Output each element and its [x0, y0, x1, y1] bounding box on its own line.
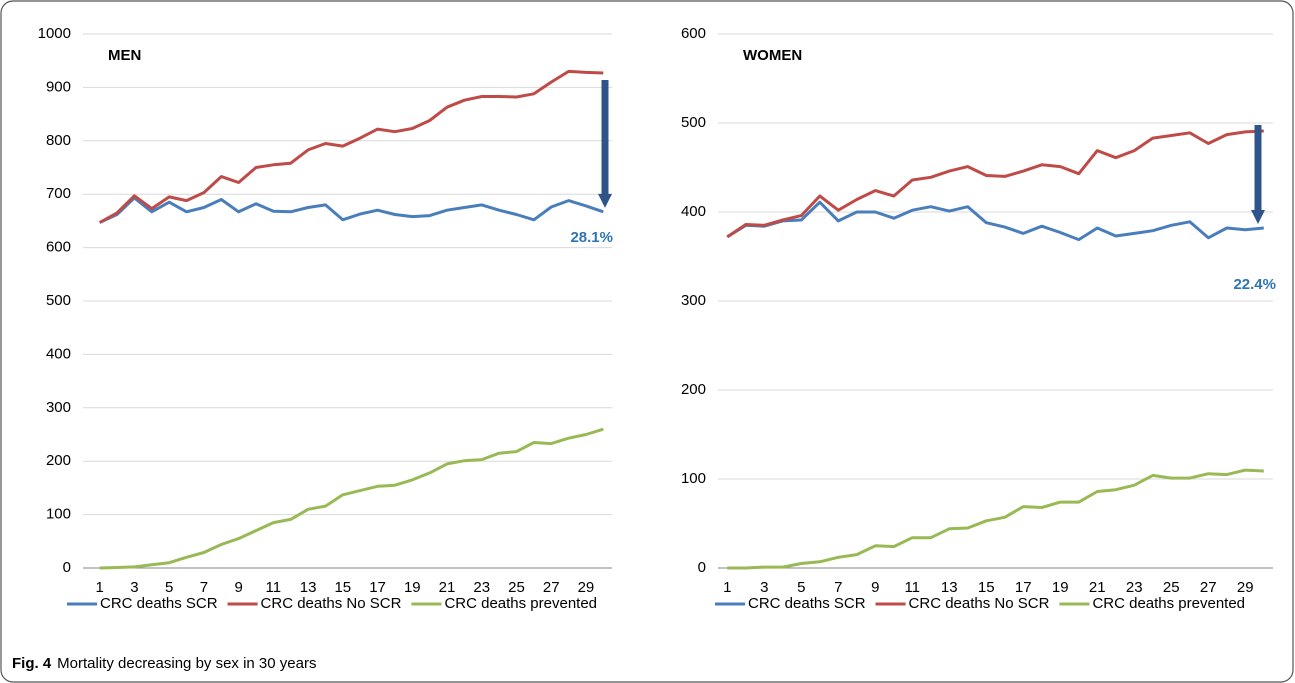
y-tick-label: 200 [681, 381, 706, 398]
legend-item: CRC deaths No SCR [227, 595, 402, 612]
x-tick-label: 25 [1163, 579, 1180, 596]
series-line [726, 200, 1264, 242]
x-tick-label: 17 [369, 579, 386, 596]
legend: CRC deaths SCR CRC deaths No SCR CRC death… [67, 595, 597, 612]
chart-title: MEN [108, 47, 141, 64]
legend-item: CRC deaths prevented [411, 595, 597, 612]
series-line [99, 427, 604, 570]
legend-label: CRC deaths SCR [100, 595, 218, 612]
y-tick-label: 300 [681, 292, 706, 309]
x-tick-label: 25 [508, 579, 525, 596]
x-tick-label: 5 [165, 579, 173, 596]
y-tick-label: 900 [46, 78, 71, 95]
legend-item: CRC deaths prevented [1059, 595, 1245, 612]
legend-label: CRC deaths SCR [748, 595, 866, 612]
x-tick-label: 19 [1052, 579, 1069, 596]
y-tick-label: 100 [46, 506, 71, 523]
x-tick-label: 19 [404, 579, 421, 596]
legend: CRC deaths SCR CRC deaths No SCR CRC death… [715, 595, 1245, 612]
x-tick-label: 7 [200, 579, 208, 596]
y-tick-label: 500 [681, 114, 706, 131]
y-tick-label: 1000 [38, 25, 71, 42]
x-tick-label: 13 [941, 579, 958, 596]
legend-label: CRC deaths prevented [1092, 595, 1245, 612]
legend-item: CRC deaths No SCR [875, 595, 1050, 612]
x-tick-label: 27 [543, 579, 560, 596]
legend-item: CRC deaths SCR [67, 595, 218, 612]
x-tick-label: 23 [1126, 579, 1143, 596]
series-line [99, 196, 604, 224]
legend-label: CRC deaths No SCR [909, 595, 1050, 612]
x-tick-label: 27 [1200, 579, 1217, 596]
y-tick-label: 500 [46, 292, 71, 309]
x-tick-label: 17 [1015, 579, 1032, 596]
x-tick-label: 1 [723, 579, 731, 596]
y-tick-label: 200 [46, 452, 71, 469]
x-tick-label: 15 [978, 579, 995, 596]
y-tick-label: 700 [46, 185, 71, 202]
legend-label: CRC deaths prevented [444, 595, 597, 612]
x-tick-label: 29 [578, 579, 595, 596]
y-tick-label: 800 [46, 132, 71, 149]
x-tick-label: 21 [439, 579, 456, 596]
x-tick-label: 7 [834, 579, 842, 596]
chart-title: WOMEN [743, 47, 802, 64]
x-tick-label: 9 [871, 579, 879, 596]
x-tick-label: 11 [904, 579, 920, 596]
y-tick-label: 400 [46, 345, 71, 362]
y-tick-label: 300 [46, 399, 71, 416]
legend-item: CRC deaths SCR [715, 595, 866, 612]
x-tick-label: 1 [96, 579, 104, 596]
arrow-head [1251, 210, 1265, 225]
x-tick-label: 9 [234, 579, 242, 596]
x-tick-label: 5 [797, 579, 805, 596]
x-tick-label: 13 [300, 579, 317, 596]
legend-label: CRC deaths No SCR [261, 595, 402, 612]
x-tick-label: 3 [130, 579, 138, 596]
caption: Fig. 4 Mortality decreasing by sex in 30 … [12, 655, 316, 672]
x-tick-label: 29 [1237, 579, 1254, 596]
caption-label: Fig. 4 [12, 655, 52, 672]
y-tick-label: 400 [681, 203, 706, 220]
x-tick-label: 21 [1089, 579, 1106, 596]
x-tick-label: 11 [266, 579, 282, 596]
x-tick-label: 23 [473, 579, 490, 596]
y-tick-label: 600 [46, 239, 71, 256]
annotation: 22.4% [1233, 276, 1276, 293]
series-line [726, 129, 1264, 239]
x-tick-label: 15 [334, 579, 351, 596]
y-tick-label: 0 [63, 559, 71, 576]
x-tick-label: 3 [760, 579, 768, 596]
y-tick-label: 100 [681, 470, 706, 487]
annotation: 28.1% [570, 229, 613, 246]
arrow-head [598, 193, 612, 208]
series-line [98, 69, 604, 224]
y-tick-label: 600 [681, 25, 706, 42]
series-line [727, 468, 1264, 570]
y-tick-label: 0 [698, 559, 706, 576]
caption-text: Mortality decreasing by sex in 30 years [57, 655, 316, 672]
